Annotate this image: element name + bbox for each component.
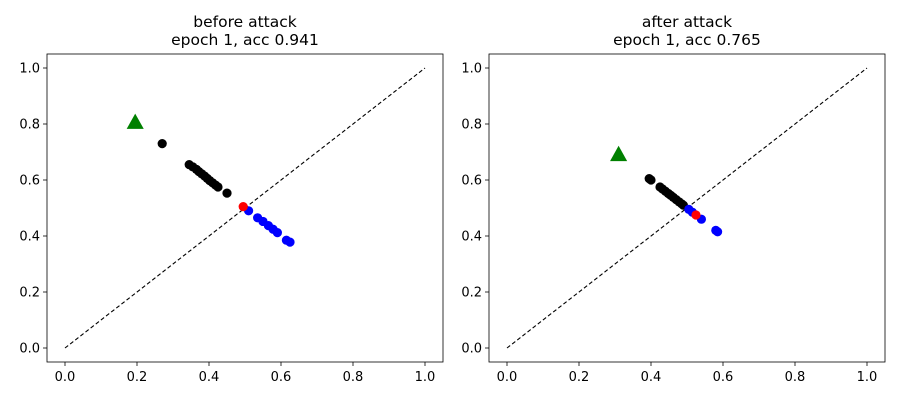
x-tick-label: 0.6 <box>713 370 734 385</box>
y-tick-label: 0.0 <box>19 342 40 357</box>
x-tick-label: 0.6 <box>271 370 292 385</box>
x-tick-label: 0.2 <box>569 370 590 385</box>
scatter-point <box>691 210 701 220</box>
panel-before-attack: before attack epoch 1, acc 0.941 0.0 0.2 0… <box>19 13 444 385</box>
x-tick-label: 0.0 <box>55 370 76 385</box>
scatter-point <box>213 182 223 192</box>
x-tick-label: 0.4 <box>641 370 662 385</box>
scatter-point <box>238 202 248 212</box>
scatter-point <box>272 228 282 238</box>
scatter-point <box>285 237 295 247</box>
y-tick-label: 1.0 <box>461 62 482 77</box>
chart-title-line2: epoch 1, acc 0.941 <box>171 31 319 49</box>
axes-frame <box>46 53 444 363</box>
y-tick-label: 0.2 <box>461 286 482 301</box>
chart-title-line1: after attack <box>642 13 732 31</box>
y-tick-label: 0.4 <box>461 230 482 245</box>
x-tick-label: 1.0 <box>415 370 436 385</box>
x-tick-label: 0.8 <box>343 370 364 385</box>
plot-area: 0.0 0.2 0.4 0.6 0.8 1.0 0.0 0.2 0.4 0.6 0.8 1.0 <box>461 53 886 385</box>
axes-frame <box>488 53 886 363</box>
triangle-point <box>610 145 628 162</box>
y-tick-label: 0.8 <box>19 118 40 133</box>
x-tick-label: 0.4 <box>199 370 220 385</box>
y-tick-label: 0.2 <box>19 286 40 301</box>
x-tick-label: 0.8 <box>785 370 806 385</box>
y-tick-label: 0.6 <box>19 174 40 189</box>
panel-after-attack: after attack epoch 1, acc 0.765 0.0 0.2 0.… <box>461 13 886 385</box>
x-tick-label: 0.0 <box>497 370 518 385</box>
scatter-point <box>157 139 167 149</box>
plot-area: 0.0 0.2 0.4 0.6 0.8 1.0 0.0 0.2 0.4 0.6 0.8 1.0 <box>19 53 444 385</box>
scatter-point <box>713 227 723 237</box>
chart-title-line1: before attack <box>193 13 296 31</box>
x-tick-label: 1.0 <box>857 370 878 385</box>
y-tick-label: 0.4 <box>19 230 40 245</box>
triangle-point <box>126 113 144 129</box>
x-tick-label: 0.2 <box>127 370 148 385</box>
y-tick-label: 1.0 <box>19 62 40 77</box>
scatter-point <box>646 175 656 185</box>
chart-title-line2: epoch 1, acc 0.765 <box>613 31 761 49</box>
y-tick-label: 0.6 <box>461 174 482 189</box>
scatter-point <box>222 188 232 198</box>
y-tick-label: 0.0 <box>461 342 482 357</box>
y-tick-label: 0.8 <box>461 118 482 133</box>
